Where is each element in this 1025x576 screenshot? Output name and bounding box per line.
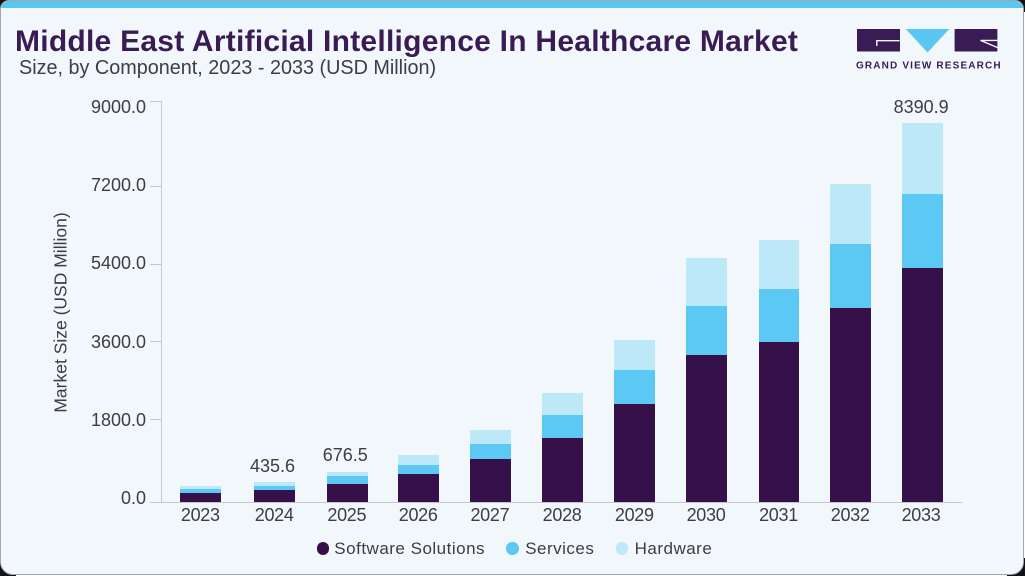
svg-text:GRAND VIEW RESEARCH: GRAND VIEW RESEARCH (856, 61, 1002, 72)
